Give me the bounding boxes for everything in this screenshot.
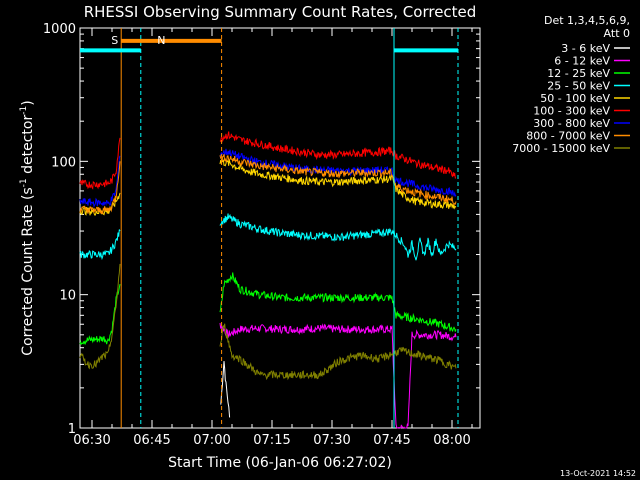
series-50-100-kev <box>79 159 457 216</box>
legend-label: 50 - 100 keV <box>540 92 610 105</box>
series-6-12-kev <box>219 322 457 429</box>
y-axis-label-text: Corrected Count Rate (s <box>20 187 36 355</box>
legend-label: 800 - 7000 keV <box>526 130 610 143</box>
series-100-300-kev <box>79 131 456 190</box>
series-line <box>219 148 457 198</box>
y-axis: 1 10 100 1000 <box>43 22 480 437</box>
x-axis: 06:30 06:45 07:00 07:15 07:30 07:45 08:00 <box>73 28 473 448</box>
legend-label: 12 - 25 keV <box>547 67 610 80</box>
series-3-6-kev <box>220 361 231 418</box>
series-line <box>79 161 121 215</box>
y-tick-label: 1 <box>68 422 76 437</box>
series-line <box>220 361 231 418</box>
series-line <box>219 154 457 206</box>
legend-header-1: Det 1,3,4,5,6,9, <box>544 14 630 27</box>
series-line <box>79 284 121 346</box>
timestamp: 13-Oct-2021 14:52 <box>560 469 636 478</box>
x-tick-label: 07:15 <box>253 433 290 448</box>
series-line <box>79 137 121 190</box>
series-line <box>79 229 121 261</box>
x-tick-label: 07:45 <box>373 433 410 448</box>
series-line <box>219 272 457 333</box>
x-tick-label: 07:00 <box>193 433 230 448</box>
y-tick-label: 10 <box>59 289 76 304</box>
y-axis-label: Corrected Count Rate (s-1 detector-1) <box>19 100 36 355</box>
x-tick-label: 07:30 <box>313 433 350 448</box>
legend-label: 300 - 800 keV <box>533 117 610 130</box>
series-line <box>219 323 457 381</box>
series-line <box>219 322 457 429</box>
series-300-800-kev <box>79 148 457 208</box>
legend-label: 3 - 6 keV <box>561 42 610 55</box>
y-tick-label: 1000 <box>43 22 76 37</box>
chart-title: RHESSI Observing Summary Count Rates, Co… <box>84 3 477 21</box>
series-line <box>219 159 457 210</box>
vertical-markers <box>120 28 459 428</box>
legend-header-2: Att 0 <box>604 27 630 40</box>
series-25-50-kev <box>79 213 457 261</box>
legend-label: 6 - 12 keV <box>554 55 610 68</box>
series-12-25-kev <box>79 272 457 346</box>
legend-label: 25 - 50 keV <box>547 80 610 93</box>
series-line <box>219 213 457 261</box>
x-tick-label: 06:30 <box>73 433 110 448</box>
series-line <box>79 263 121 370</box>
y-tick-label: 100 <box>51 155 76 170</box>
y-axis-label-exp2: -1 <box>19 106 29 115</box>
series-800-7000-kev <box>79 154 457 215</box>
x-tick-label: 08:00 <box>433 433 470 448</box>
y-axis-label-close: ) <box>20 100 36 105</box>
annotation-label: S <box>111 34 118 47</box>
legend-label: 100 - 300 keV <box>533 105 610 118</box>
y-axis-label-tail: detector <box>20 115 36 179</box>
series-line <box>79 192 121 216</box>
x-axis-label: Start Time (06-Jan-06 06:27:02) <box>168 455 392 471</box>
annotation-label: N <box>157 34 165 47</box>
plot-frame <box>79 27 481 429</box>
series-line <box>219 131 456 179</box>
y-axis-label-exp: -1 <box>19 178 29 187</box>
series-7000-15000-kev <box>79 263 457 381</box>
series-layer <box>79 131 457 429</box>
legend-label: 7000 - 15000 keV <box>512 142 610 155</box>
series-line <box>79 155 121 208</box>
x-tick-label: 06:45 <box>133 433 170 448</box>
